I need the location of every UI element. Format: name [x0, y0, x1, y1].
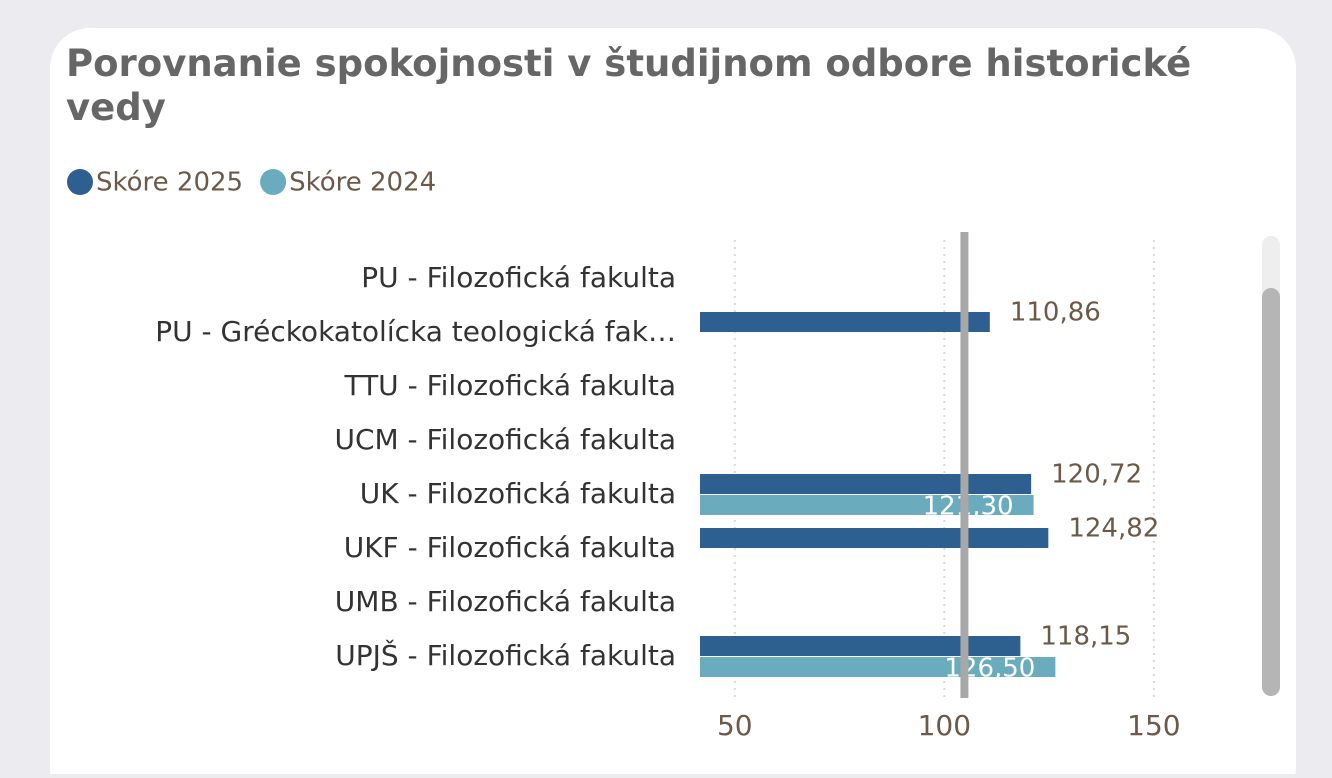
bar: [700, 636, 1021, 656]
y-tick-label: PU - Filozofická fakulta: [361, 261, 676, 294]
bar: [700, 528, 1049, 548]
legend-dot: [67, 169, 93, 195]
value-label: 126,50: [944, 654, 1035, 684]
x-tick-label: 100: [918, 709, 971, 742]
value-label: 124,82: [1068, 514, 1159, 544]
bar: [700, 474, 1032, 494]
card: [50, 28, 1296, 778]
value-label: 110,86: [1010, 298, 1101, 328]
y-tick-label: UPJŠ - Filozofická fakulta: [335, 638, 676, 672]
legend-dot: [260, 169, 287, 195]
title-box: Porovnanie spokojnosti v študijnom odbor…: [66, 42, 1192, 129]
legend-label: Skóre 2024: [289, 168, 436, 198]
bar: [700, 495, 1034, 515]
x-tick-label: 150: [1127, 709, 1180, 742]
legend-label: Skóre 2025: [96, 168, 243, 198]
value-label: 118,15: [1040, 622, 1131, 652]
y-tick-label: PU - Gréckokatolícka teologická fak…: [155, 315, 676, 348]
y-tick-label: UK - Filozofická fakulta: [360, 477, 676, 510]
y-tick-label: UKF - Filozofická fakulta: [344, 531, 676, 564]
bar: [700, 312, 990, 332]
scroll-thumb[interactable]: [1262, 288, 1280, 696]
y-tick-label: UCM - Filozofická fakulta: [334, 423, 676, 456]
value-label: 120,72: [1051, 460, 1142, 490]
y-tick-label: UMB - Filozofická fakulta: [335, 585, 676, 618]
x-tick-label: 50: [717, 709, 753, 742]
chart-title: Porovnanie spokojnosti v študijnom odbor…: [66, 42, 1192, 129]
y-tick-label: TTU - Filozofická fakulta: [343, 369, 676, 402]
